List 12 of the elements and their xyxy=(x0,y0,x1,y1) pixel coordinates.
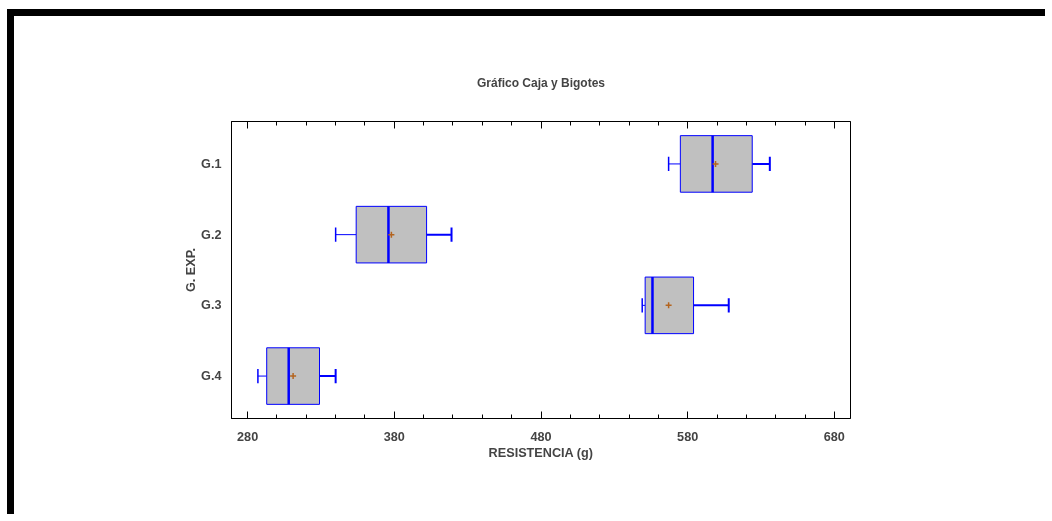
x-tick-label: 380 xyxy=(383,429,405,444)
y-tick-label: G.2 xyxy=(201,227,222,242)
y-tick-label: G.3 xyxy=(201,298,222,313)
y-tick-label: G.1 xyxy=(201,156,222,171)
y-tick-label: G.4 xyxy=(201,369,222,384)
x-tick-label: 680 xyxy=(823,429,845,444)
x-tick-label: 580 xyxy=(677,429,699,444)
x-axis-title: RESISTENCIA (g) xyxy=(488,445,593,460)
y-axis-title: G. EXP. xyxy=(184,247,199,293)
x-tick-label: 480 xyxy=(530,429,552,444)
chart-title: Gráfico Caja y Bigotes xyxy=(476,76,606,90)
x-tick-label: 280 xyxy=(237,429,259,444)
